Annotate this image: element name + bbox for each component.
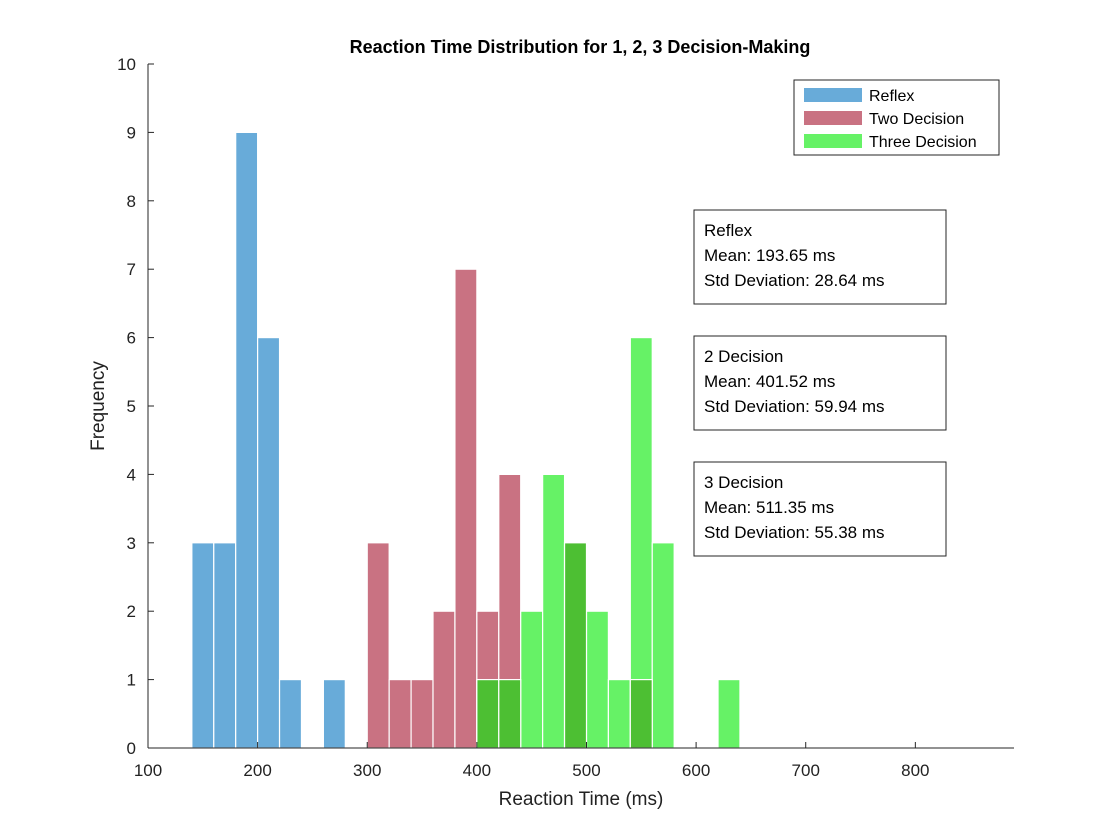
y-tick-label: 0: [127, 739, 136, 758]
y-tick-label: 3: [127, 534, 136, 553]
legend-label-reflex: Reflex: [869, 88, 914, 105]
reflex-bar: [213, 542, 237, 749]
stat-3-decision-std: Std Deviation: 55.38 ms: [704, 523, 884, 542]
overlap-bar: [629, 678, 653, 749]
overlap-bar: [476, 678, 500, 749]
three-decision-bar: [651, 542, 675, 749]
y-tick-label: 1: [127, 671, 136, 690]
x-axis-label: Reaction Time (ms): [499, 789, 664, 810]
x-tick-label: 200: [243, 761, 271, 780]
stat-box-reflex: Reflex Mean: 193.65 ms Std Deviation: 28…: [693, 209, 947, 305]
stat-2-decision-title: 2 Decision: [704, 347, 783, 366]
x-tick-label: 100: [134, 761, 162, 780]
two-decision-bar: [432, 610, 456, 749]
reflex-bar: [235, 131, 259, 749]
two-decision-bar: [388, 678, 412, 749]
stat-2-decision-std: Std Deviation: 59.94 ms: [704, 397, 884, 416]
stat-reflex-title: Reflex: [704, 221, 753, 240]
x-tick-label: 800: [901, 761, 929, 780]
stat-2-decision-mean: Mean: 401.52 ms: [704, 372, 835, 391]
three-decision-bar: [585, 610, 610, 749]
y-tick-label: 4: [127, 465, 136, 484]
two-decision-bar: [410, 678, 434, 749]
reflex-bar: [278, 678, 303, 749]
reflex-bar: [191, 542, 215, 749]
three-decision-bar: [520, 610, 544, 749]
y-tick-label: 5: [127, 397, 136, 416]
two-decision-bar: [366, 542, 390, 749]
legend-swatch-three-decision: [804, 134, 862, 148]
legend-swatch-reflex: [804, 88, 862, 102]
x-ticks: 100 200 300 400 500 600 700 800: [134, 742, 930, 780]
legend-label-two-decision: Two Decision: [869, 111, 964, 128]
two-decision-bar: [454, 268, 478, 749]
x-tick-label: 400: [463, 761, 491, 780]
reflex-bar: [322, 678, 346, 749]
chart-title: Reaction Time Distribution for 1, 2, 3 D…: [350, 37, 811, 57]
three-decision-bar: [717, 678, 741, 749]
stat-reflex-mean: Mean: 193.65 ms: [704, 246, 835, 265]
three-decision-bar: [542, 473, 566, 749]
bars-group: [191, 131, 741, 749]
y-tick-label: 10: [117, 55, 136, 74]
y-tick-label: 7: [127, 260, 136, 279]
stat-3-decision-mean: Mean: 511.35 ms: [704, 498, 834, 517]
stat-box-3-decision-frame: [693, 461, 947, 557]
overlap-bar: [563, 542, 588, 749]
y-axis-label: Frequency: [88, 361, 109, 451]
legend-swatch-two-decision: [804, 111, 862, 125]
stat-reflex-std: Std Deviation: 28.64 ms: [704, 271, 884, 290]
reflex-bar: [257, 337, 281, 749]
legend: Reflex Two Decision Three Decision: [793, 79, 1000, 156]
x-tick-label: 600: [682, 761, 710, 780]
y-ticks: 0 1 2 3 4 5 6 7 8 9 10: [117, 55, 154, 758]
x-tick-label: 500: [572, 761, 600, 780]
stat-box-3-decision: 3 Decision Mean: 511.35 ms Std Deviation…: [693, 461, 947, 557]
stat-box-reflex-frame: [693, 209, 947, 305]
stat-box-2-decision: 2 Decision Mean: 401.52 ms Std Deviation…: [693, 335, 947, 431]
x-tick-label: 700: [792, 761, 820, 780]
stat-3-decision-title: 3 Decision: [704, 473, 783, 492]
stat-box-2-decision-frame: [693, 335, 947, 431]
x-tick-label: 300: [353, 761, 381, 780]
y-tick-label: 6: [127, 329, 136, 348]
legend-label-three-decision: Three Decision: [869, 134, 977, 151]
three-decision-bar: [607, 678, 631, 749]
overlap-bar: [498, 678, 522, 749]
y-tick-label: 8: [127, 192, 136, 211]
y-tick-label: 9: [127, 123, 136, 142]
y-tick-label: 2: [127, 602, 136, 621]
